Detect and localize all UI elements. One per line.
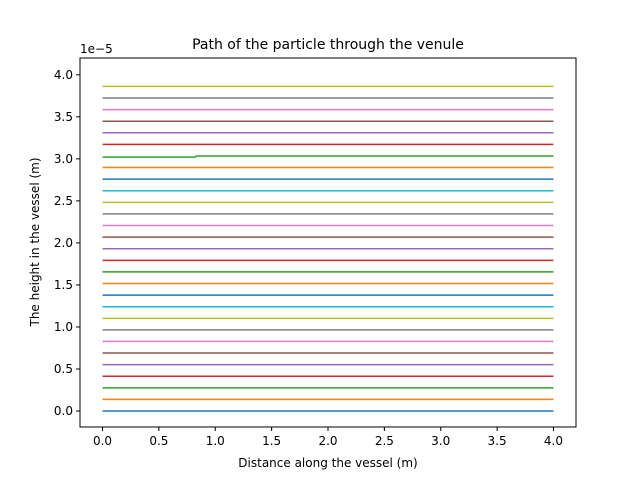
x-tick-label: 3.0 [431, 434, 450, 448]
y-tick-label: 2.5 [54, 194, 73, 208]
y-tick-label: 1.5 [54, 278, 73, 292]
x-tick-label: 2.5 [375, 434, 394, 448]
x-axis-label: Distance along the vessel (m) [238, 456, 417, 470]
y-tick-label: 2.0 [54, 236, 73, 250]
x-tick-label: 4.0 [544, 434, 563, 448]
y-tick-label: 4.0 [54, 68, 73, 82]
x-tick-label: 0.0 [93, 434, 112, 448]
series-line-23 [102, 155, 554, 158]
x-tick-label: 2.0 [318, 434, 337, 448]
x-tick-label: 1.0 [206, 434, 225, 448]
series-layer [102, 85, 554, 412]
x-axis: 0.0 0.5 1.0 1.5 2.0 2.5 3.0 3.5 4.0 [93, 427, 563, 448]
y-axis-label: The height in the vessel (m) [28, 157, 42, 327]
y-axis: 0.0 0.5 1.0 1.5 2.0 2.5 3.0 3.5 4.0 [54, 68, 80, 418]
y-tick-label: 1.0 [54, 320, 73, 334]
x-tick-label: 1.5 [262, 434, 281, 448]
y-tick-label: 0.5 [54, 362, 73, 376]
x-tick-label: 3.5 [488, 434, 507, 448]
x-tick-label: 0.5 [149, 434, 168, 448]
plot-frame [79, 57, 577, 428]
chart-title: Path of the particle through the venule [192, 37, 464, 53]
y-tick-label: 0.0 [54, 404, 73, 418]
y-axis-offset-label: 1e−5 [80, 42, 113, 56]
y-tick-label: 3.0 [54, 152, 73, 166]
y-tick-label: 3.5 [54, 110, 73, 124]
